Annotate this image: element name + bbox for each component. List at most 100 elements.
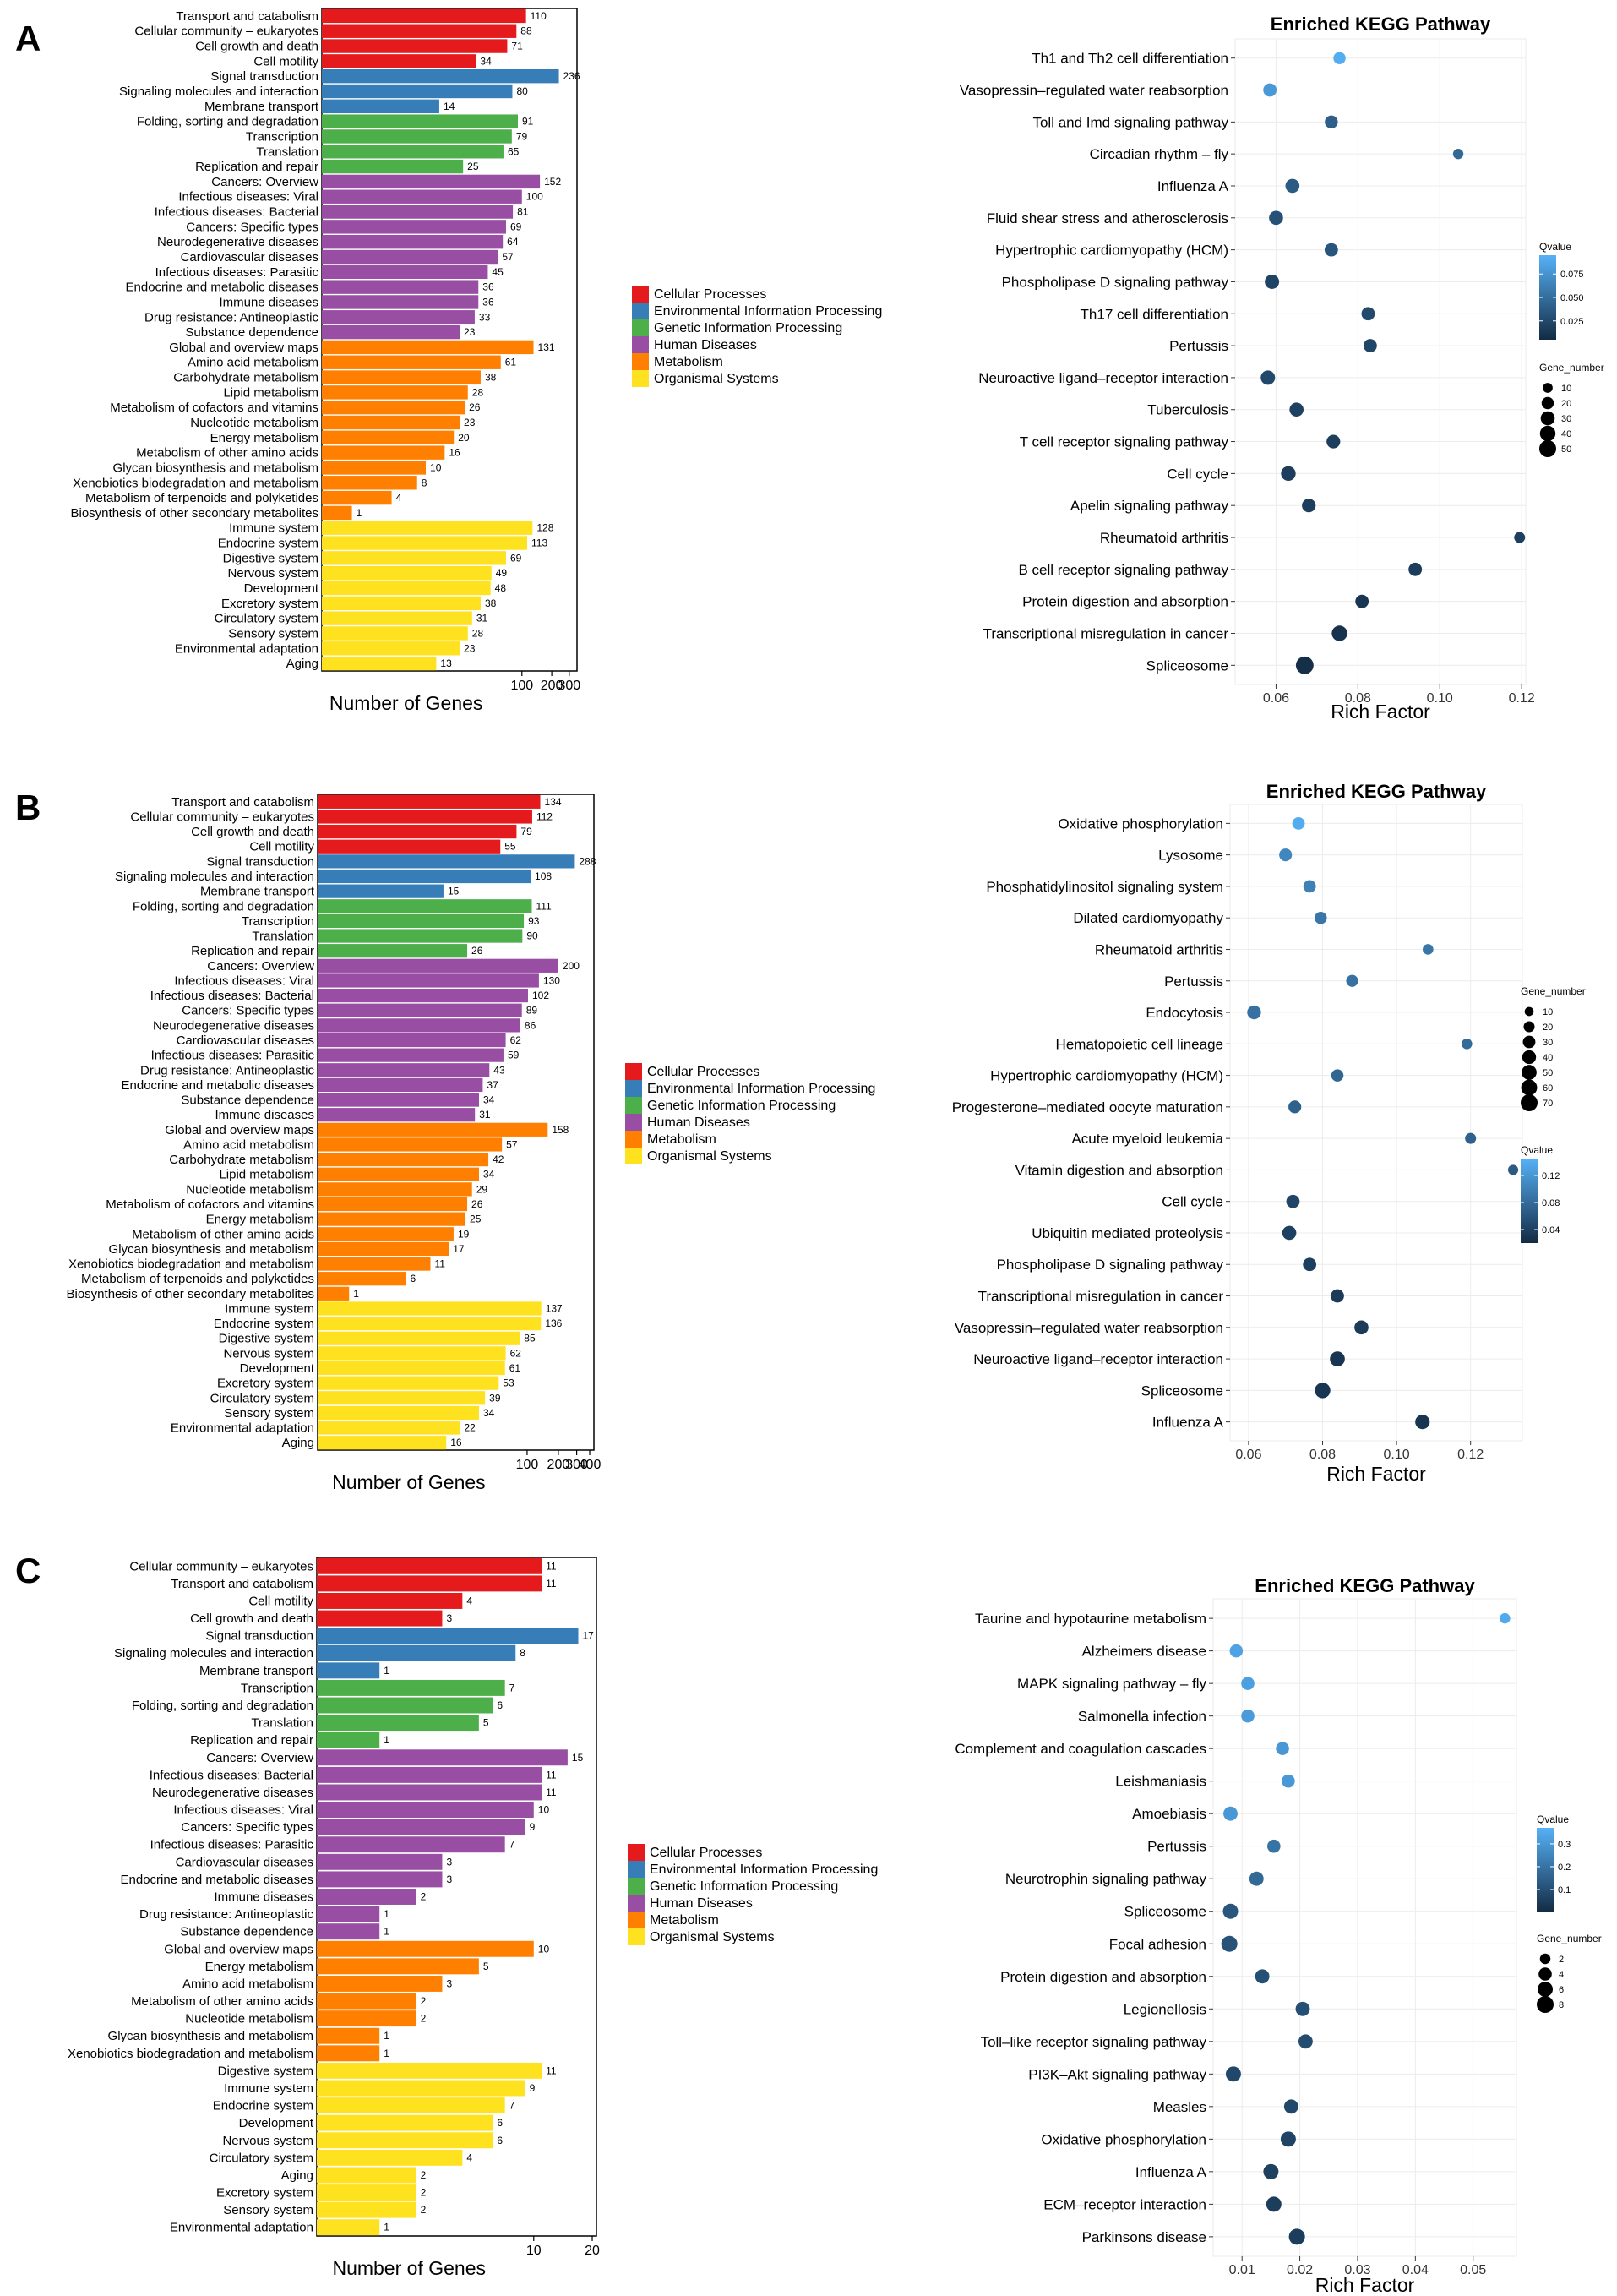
category-label: Cancers: Overview <box>206 1751 313 1765</box>
x-axis-label: Rich Factor <box>1315 2274 1415 2296</box>
bar-value-label: 10 <box>430 461 442 473</box>
bar <box>322 536 528 550</box>
size-legend-dot <box>1539 425 1556 442</box>
bar-value-label: 10 <box>538 1804 550 1816</box>
data-point <box>1289 402 1304 417</box>
color-tick-label: 0.04 <box>1542 1225 1560 1235</box>
data-point <box>1266 2196 1282 2212</box>
category-label: Infectious diseases: Parasitic <box>151 1049 315 1063</box>
bar <box>322 129 512 144</box>
bar-value-label: 49 <box>496 567 508 579</box>
category-label: Nucleotide metabolism <box>185 2012 313 2026</box>
bar <box>322 370 481 384</box>
bar <box>318 869 531 884</box>
category-label: Cell growth and death <box>190 1612 313 1626</box>
bar-value-label: 111 <box>536 900 552 912</box>
bar-value-label: 36 <box>482 296 494 308</box>
size-legend-title: Gene_number <box>1539 362 1604 374</box>
bar <box>317 1628 579 1644</box>
bar-value-label: 91 <box>522 116 534 128</box>
bar-value-label: 236 <box>564 70 580 82</box>
category-label: Folding, sorting and degradation <box>132 1699 313 1713</box>
bar-value-label: 79 <box>520 826 532 837</box>
category-label: Xenobiotics biodegradation and metabolis… <box>68 1257 314 1272</box>
bar-value-label: 22 <box>464 1422 476 1434</box>
x-tick-label: 0.08 <box>1345 691 1371 706</box>
bar <box>317 1819 525 1835</box>
bar-value-label: 5 <box>483 1961 489 1972</box>
bar-value-label: 39 <box>489 1392 501 1404</box>
legend-swatch <box>632 303 649 319</box>
bar <box>322 295 479 309</box>
category-label: Neurodegenerative diseases <box>153 1018 314 1033</box>
pathway-label: Focal adhesion <box>1109 1936 1206 1952</box>
bar <box>317 1975 443 1992</box>
size-legend-label: 20 <box>1543 1023 1553 1033</box>
size-legend-label: 50 <box>1561 444 1571 455</box>
legend-label: Metabolism <box>654 355 723 369</box>
data-point <box>1303 1257 1317 1272</box>
x-tick-label: 0.06 <box>1235 1448 1261 1462</box>
category-label: Transcription <box>246 129 318 144</box>
data-point <box>1326 434 1341 449</box>
bar-value-label: 55 <box>504 841 516 853</box>
bar <box>318 1048 504 1062</box>
data-point <box>1331 1289 1344 1303</box>
legend-label: Metabolism <box>650 1913 719 1928</box>
pathway-label: Rheumatoid arthritis <box>1095 941 1223 957</box>
x-tick-label: 100 <box>516 1458 539 1472</box>
bar-value-label: 88 <box>520 25 532 37</box>
category-label: Cardiovascular diseases <box>181 250 318 265</box>
bar <box>318 1003 522 1017</box>
category-label: Transcription <box>241 1681 313 1695</box>
pathway-label: Tuberculosis <box>1147 402 1228 418</box>
bar <box>317 1784 542 1801</box>
category-label: Environmental adaptation <box>171 1421 314 1436</box>
bar <box>318 1077 483 1093</box>
bar <box>318 884 444 898</box>
color-tick-label: 0.3 <box>1558 1840 1571 1850</box>
data-point <box>1221 1935 1238 1952</box>
bar <box>322 324 460 340</box>
category-label: Immune system <box>229 521 318 536</box>
dot-panel-A: Enriched KEGG Pathway Rich Factor 0.06 0.08… <box>960 14 1604 723</box>
data-point <box>1269 210 1283 226</box>
bar <box>317 1802 534 1819</box>
bar-value-label: 80 <box>516 85 528 97</box>
category-label: Global and overview maps <box>164 1942 313 1956</box>
panel-letter-A: A <box>15 19 41 58</box>
bar-value-label: 34 <box>483 1407 495 1419</box>
data-point <box>1302 499 1316 513</box>
bar <box>318 824 517 839</box>
bar-value-label: 4 <box>466 2151 472 2163</box>
bar <box>322 265 488 280</box>
data-point <box>1324 243 1338 257</box>
bar-value-label: 9 <box>530 1821 536 1833</box>
pathway-label: Vitamin digestion and absorption <box>1015 1162 1223 1178</box>
color-bar <box>1521 1159 1538 1243</box>
pathway-label: Spliceosome <box>1146 657 1228 674</box>
bar-value-label: 152 <box>544 176 561 188</box>
bar <box>322 430 455 445</box>
bar-value-label: 130 <box>543 974 560 986</box>
data-point <box>1281 466 1296 482</box>
bar-value-label: 48 <box>495 582 507 594</box>
bar-value-label: 93 <box>528 915 540 927</box>
category-label: Energy metabolism <box>206 1213 314 1227</box>
category-label: Immune system <box>225 1301 314 1316</box>
data-point <box>1265 274 1280 289</box>
bar-value-label: 31 <box>476 613 488 624</box>
bar <box>322 24 517 38</box>
category-label: Metabolism of other amino acids <box>136 446 318 461</box>
bar <box>318 944 468 958</box>
size-legend-dot <box>1540 411 1555 426</box>
bar <box>322 626 468 641</box>
data-point <box>1279 848 1293 862</box>
bar <box>322 656 437 671</box>
bar <box>318 794 541 809</box>
pathway-label: Influenza A <box>1152 1415 1224 1431</box>
bar <box>317 1923 380 1940</box>
category-label: Sensory system <box>228 626 318 641</box>
pathway-label: MAPK signaling pathway – fly <box>1017 1676 1206 1692</box>
data-point <box>1465 1132 1477 1144</box>
